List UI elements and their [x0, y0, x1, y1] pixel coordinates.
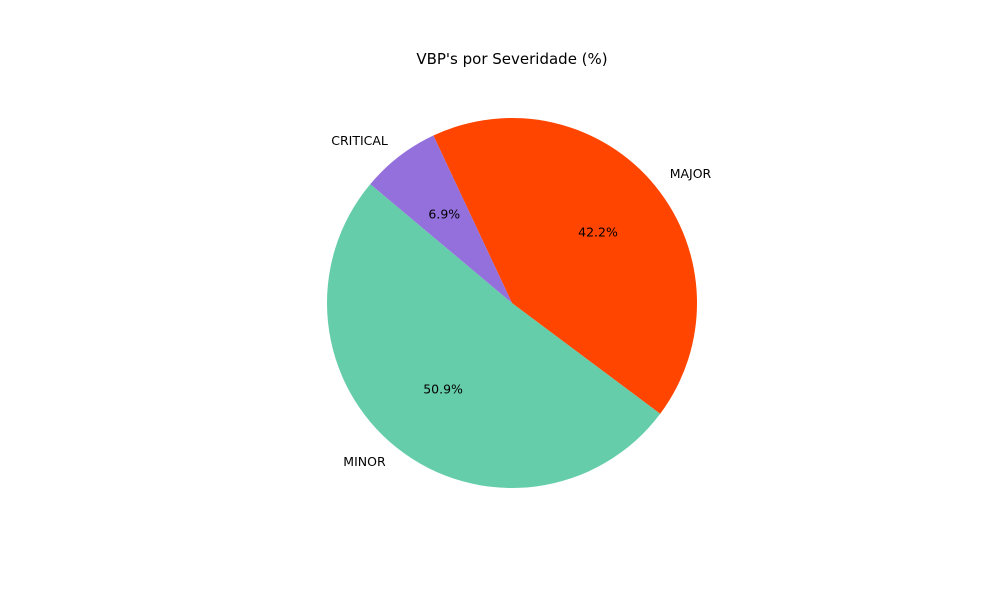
pie-slice-critical [370, 135, 512, 303]
pie-labels: MINOR 50.9% MAJOR 42.2% CRITICAL 6.9% [331, 133, 711, 469]
pie-slices [327, 118, 697, 488]
slice-label-major: MAJOR [670, 166, 712, 181]
slice-percent-major: 42.2% [578, 224, 618, 239]
pie-slice-minor [327, 184, 661, 488]
slice-percent-critical: 6.9% [428, 207, 460, 222]
slice-percent-minor: 50.9% [423, 382, 463, 397]
pie-slice-major [433, 118, 697, 414]
slice-label-critical: CRITICAL [331, 133, 388, 148]
slice-label-minor: MINOR [343, 454, 386, 469]
chart-title: VBP's por Severidade (%) [416, 50, 607, 68]
